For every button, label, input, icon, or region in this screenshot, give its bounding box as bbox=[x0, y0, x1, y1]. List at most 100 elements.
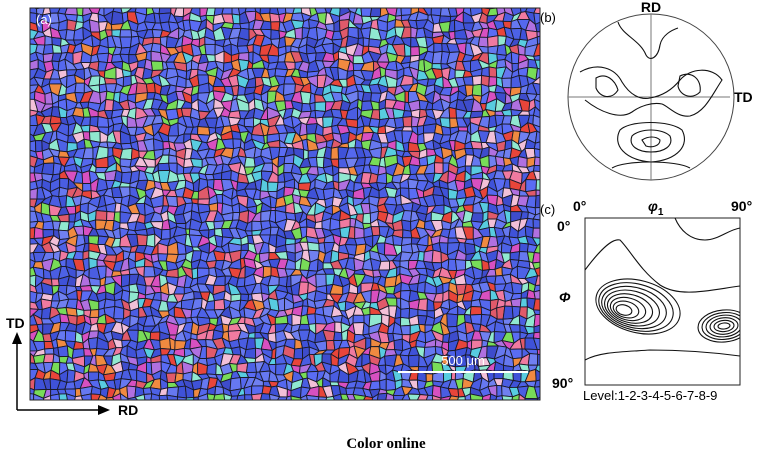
grain bbox=[533, 386, 540, 400]
grain bbox=[87, 337, 99, 350]
grain bbox=[363, 395, 374, 400]
grain bbox=[146, 233, 156, 248]
grain bbox=[50, 393, 60, 400]
grain bbox=[481, 393, 492, 400]
grain bbox=[533, 147, 540, 159]
grain bbox=[64, 381, 76, 390]
grain bbox=[231, 13, 241, 25]
grain bbox=[534, 21, 540, 33]
grain bbox=[221, 8, 233, 15]
grain bbox=[166, 394, 178, 400]
grain bbox=[236, 394, 246, 400]
grain bbox=[314, 220, 323, 229]
axis-tick-label: 0° bbox=[573, 198, 586, 214]
grain bbox=[76, 8, 84, 17]
grain bbox=[185, 397, 195, 400]
contour bbox=[609, 296, 647, 322]
grain bbox=[377, 392, 388, 400]
grain bbox=[294, 27, 303, 40]
grain bbox=[416, 281, 426, 294]
grain bbox=[145, 82, 156, 94]
grain bbox=[119, 29, 133, 38]
grain bbox=[314, 101, 327, 112]
grain bbox=[410, 46, 420, 57]
contour bbox=[697, 309, 740, 343]
map-frame bbox=[29, 7, 541, 401]
grain bbox=[87, 371, 100, 382]
grain bbox=[433, 42, 443, 54]
grain bbox=[35, 140, 43, 153]
panel-label: (c) bbox=[540, 202, 555, 217]
grain bbox=[393, 338, 404, 352]
grain bbox=[204, 43, 216, 56]
grain bbox=[143, 393, 153, 400]
grain bbox=[64, 29, 76, 41]
grain bbox=[80, 393, 92, 400]
axis-title: φ1 bbox=[648, 198, 664, 218]
grain bbox=[118, 181, 131, 188]
grain bbox=[408, 354, 420, 368]
grain bbox=[487, 35, 499, 48]
level-legend: Level:1-2-3-4-5-6-7-8-9 bbox=[583, 388, 717, 403]
contour bbox=[606, 293, 654, 324]
grain bbox=[42, 220, 55, 231]
grain bbox=[509, 251, 521, 261]
grain bbox=[58, 229, 70, 241]
grain bbox=[517, 66, 529, 77]
grain bbox=[330, 146, 339, 160]
grain bbox=[334, 321, 343, 334]
grain bbox=[88, 19, 101, 33]
grain bbox=[292, 8, 303, 15]
grain bbox=[105, 90, 115, 101]
grain bbox=[315, 273, 327, 288]
grain bbox=[157, 162, 171, 172]
panel-label: (a) bbox=[36, 12, 52, 27]
grain bbox=[532, 106, 540, 118]
grain-map bbox=[30, 8, 540, 400]
grain bbox=[510, 297, 522, 308]
grain bbox=[378, 260, 390, 271]
grain bbox=[291, 313, 302, 327]
grain bbox=[247, 331, 256, 339]
grain bbox=[385, 378, 397, 391]
direction-label: TD bbox=[734, 89, 753, 105]
grain bbox=[245, 371, 258, 379]
grain bbox=[431, 394, 442, 400]
grain bbox=[533, 331, 540, 340]
grain bbox=[532, 309, 540, 315]
grain bbox=[532, 227, 540, 239]
grain bbox=[535, 189, 540, 197]
grain bbox=[274, 315, 289, 325]
grain bbox=[277, 297, 286, 312]
grain bbox=[536, 396, 540, 400]
grain bbox=[535, 179, 540, 191]
grain bbox=[352, 322, 365, 336]
grain bbox=[532, 170, 540, 181]
grain bbox=[299, 394, 308, 400]
grain bbox=[230, 395, 239, 400]
grain bbox=[501, 77, 512, 89]
grain bbox=[354, 226, 365, 240]
grain bbox=[30, 187, 38, 200]
grain bbox=[496, 384, 503, 398]
grain bbox=[119, 392, 129, 400]
contour bbox=[705, 314, 740, 338]
grain bbox=[417, 298, 428, 312]
grain bbox=[534, 267, 540, 277]
grain bbox=[213, 298, 226, 311]
grain bbox=[297, 323, 311, 331]
grain bbox=[64, 8, 78, 16]
grain bbox=[430, 8, 442, 17]
sample-axes bbox=[12, 332, 110, 415]
grain bbox=[293, 347, 304, 360]
grain bbox=[74, 82, 85, 94]
grain bbox=[298, 122, 308, 137]
grain bbox=[169, 337, 176, 351]
grain bbox=[352, 393, 367, 400]
grain bbox=[440, 125, 452, 136]
pole-figure bbox=[567, 13, 735, 181]
grain bbox=[158, 394, 169, 400]
grain bbox=[197, 393, 209, 400]
grain bbox=[306, 313, 317, 325]
grain bbox=[524, 397, 539, 400]
